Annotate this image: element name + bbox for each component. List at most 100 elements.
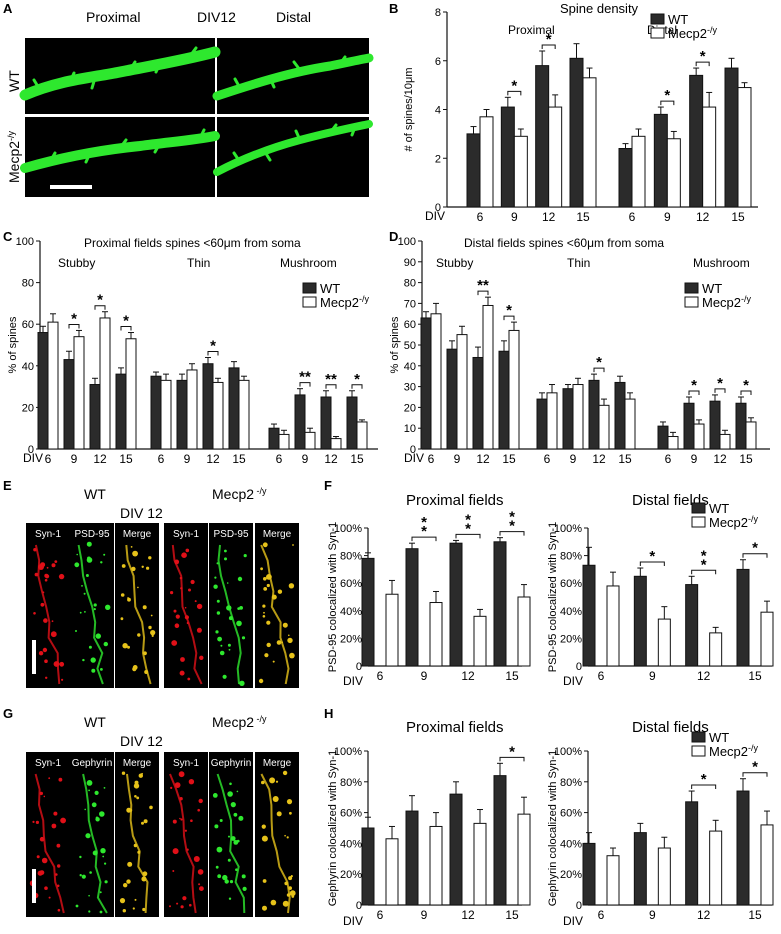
x-tick-label: 15 — [505, 669, 519, 683]
micrograph-strip-5 — [255, 523, 299, 688]
bar-ko — [631, 135, 646, 208]
group-label: Stubby — [58, 256, 95, 270]
puncta — [184, 615, 189, 620]
x-tick-label: 12 — [476, 452, 490, 466]
legend-swatch-ko — [691, 516, 706, 528]
puncta — [81, 585, 83, 587]
puncta — [289, 890, 296, 897]
significance-bracket — [714, 388, 726, 393]
puncta — [75, 904, 79, 908]
puncta — [275, 780, 279, 783]
y-tick-label: 6 — [435, 56, 441, 68]
puncta — [143, 819, 148, 824]
puncta — [239, 680, 245, 686]
puncta — [260, 567, 263, 571]
significance-marker: * — [465, 520, 471, 537]
spine-6 — [233, 77, 242, 90]
puncta — [287, 637, 293, 644]
puncta — [44, 659, 48, 663]
puncta — [133, 843, 138, 848]
puncta — [174, 623, 180, 628]
bar-wt — [498, 350, 510, 450]
bar-ko — [212, 381, 224, 450]
spine-2 — [90, 76, 97, 90]
significance-bracket — [299, 382, 311, 387]
puncta — [142, 907, 146, 912]
x-tick-label: 15 — [505, 908, 519, 922]
puncta — [284, 834, 286, 837]
puncta — [196, 627, 202, 633]
puncta — [50, 631, 57, 638]
puncta — [58, 777, 63, 782]
spine-15 — [232, 151, 242, 164]
x-tick-label: 9 — [71, 452, 78, 466]
bar-ko — [598, 404, 610, 450]
puncta — [105, 604, 111, 610]
y-tick-label: 80 — [404, 278, 416, 290]
puncta — [276, 811, 282, 817]
chart-title: Distal fields — [632, 719, 709, 736]
spine-16 — [263, 150, 272, 162]
puncta — [266, 583, 270, 588]
y-tick-label: 100% — [334, 746, 362, 758]
puncta — [40, 602, 45, 607]
bar-ko — [479, 116, 494, 208]
puncta — [141, 821, 144, 825]
y-tick-label: 0 — [576, 661, 582, 673]
bar-ko — [666, 138, 681, 208]
y-axis-label: Gephyrin colocalized with Syn-1 — [547, 750, 559, 907]
puncta — [266, 620, 271, 625]
significance-bracket — [639, 561, 665, 567]
puncta — [120, 593, 125, 597]
puncta — [103, 787, 106, 789]
significance-marker: * — [509, 518, 515, 535]
bar-wt — [657, 425, 669, 450]
puncta — [42, 647, 48, 653]
group-label: Thin — [187, 256, 210, 270]
charts: B Spine density 0 2 4 6 8 # of spines/10μm DIV Pr… — [3, 1, 774, 928]
bar-ko — [473, 822, 487, 906]
spine-8 — [292, 60, 302, 72]
puncta — [141, 565, 144, 568]
significance-marker: * — [701, 556, 707, 573]
puncta — [151, 634, 154, 638]
puncta — [43, 795, 46, 798]
x-axis-label: DIV — [404, 451, 424, 465]
bar-wt — [449, 542, 463, 667]
bar-ko — [356, 421, 368, 450]
puncta — [48, 896, 51, 899]
puncta — [219, 650, 225, 656]
puncta — [282, 900, 289, 907]
x-tick-label: 6 — [598, 908, 605, 922]
y-tick-label: 0 — [356, 661, 362, 673]
puncta — [180, 657, 185, 662]
puncta — [184, 555, 187, 557]
puncta — [59, 661, 65, 667]
y-tick-label: 20% — [340, 633, 362, 645]
channel-label-0: Syn-1 — [35, 529, 62, 540]
puncta — [266, 574, 272, 580]
puncta — [220, 644, 223, 647]
puncta — [214, 824, 219, 829]
puncta — [261, 835, 268, 842]
bar-ko — [47, 321, 59, 450]
y-tick-label: 4 — [435, 105, 441, 117]
panel-a: A Proximal DIV12 Distal WT Mecp2-/y — [3, 1, 374, 197]
puncta — [261, 780, 265, 785]
y-tick-label: 0 — [576, 900, 582, 912]
significance-bracket — [325, 384, 337, 389]
bar-ko — [429, 602, 443, 667]
y-axis-label: PSD-95 colocalized with Syn-1 — [547, 522, 559, 672]
puncta — [85, 833, 91, 839]
puncta — [179, 670, 185, 676]
puncta — [229, 880, 234, 884]
x-tick-label: 9 — [649, 669, 656, 683]
puncta — [236, 620, 242, 627]
puncta — [243, 554, 247, 558]
legend-label-ko: Mecp2-/y — [709, 743, 759, 759]
puncta — [45, 676, 48, 679]
puncta — [131, 566, 136, 572]
puncta — [197, 808, 200, 812]
puncta — [99, 811, 105, 817]
